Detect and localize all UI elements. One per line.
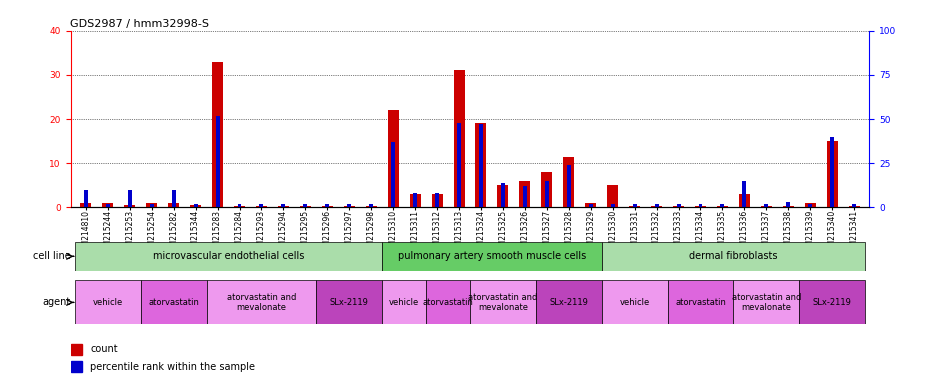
- Bar: [607, 185, 619, 207]
- Text: atorvastatin and
mevalonate: atorvastatin and mevalonate: [227, 293, 296, 312]
- Bar: [588, 204, 593, 207]
- Text: percentile rank within the sample: percentile rank within the sample: [90, 362, 256, 372]
- Bar: [172, 190, 176, 207]
- Bar: [304, 204, 307, 207]
- Bar: [808, 204, 812, 207]
- Bar: [667, 280, 733, 324]
- Text: vehicle: vehicle: [389, 298, 419, 307]
- Bar: [141, 280, 207, 324]
- Bar: [497, 185, 509, 207]
- Text: agent: agent: [42, 297, 70, 308]
- Bar: [387, 110, 399, 207]
- Text: microvascular endothelial cells: microvascular endothelial cells: [153, 251, 305, 262]
- Bar: [128, 190, 132, 207]
- Bar: [190, 205, 201, 207]
- Bar: [81, 203, 91, 207]
- Bar: [147, 203, 157, 207]
- Text: SLx-2119: SLx-2119: [330, 298, 368, 307]
- Bar: [426, 280, 470, 324]
- Bar: [698, 204, 702, 207]
- Text: SLx-2119: SLx-2119: [813, 298, 852, 307]
- Bar: [457, 122, 461, 207]
- Bar: [238, 204, 242, 207]
- Bar: [786, 202, 791, 207]
- Bar: [677, 204, 681, 207]
- Text: SLx-2119: SLx-2119: [549, 298, 588, 307]
- Bar: [739, 194, 750, 207]
- Bar: [654, 204, 659, 207]
- Bar: [853, 204, 856, 207]
- Bar: [410, 194, 420, 207]
- Bar: [563, 157, 574, 207]
- Bar: [207, 280, 317, 324]
- Bar: [317, 280, 383, 324]
- Bar: [347, 204, 352, 207]
- Bar: [70, 361, 82, 372]
- Text: dermal fibroblasts: dermal fibroblasts: [689, 251, 777, 262]
- Bar: [536, 280, 602, 324]
- Bar: [805, 203, 816, 207]
- Bar: [414, 193, 417, 207]
- Bar: [325, 204, 329, 207]
- Text: cell line: cell line: [33, 251, 70, 262]
- Bar: [545, 181, 549, 207]
- Bar: [369, 204, 373, 207]
- Bar: [70, 344, 82, 355]
- Bar: [523, 186, 526, 207]
- Bar: [826, 141, 838, 207]
- Bar: [168, 203, 180, 207]
- Bar: [830, 137, 834, 207]
- Bar: [259, 204, 263, 207]
- Text: vehicle: vehicle: [93, 298, 123, 307]
- Bar: [391, 142, 395, 207]
- Bar: [212, 61, 223, 207]
- Bar: [720, 204, 725, 207]
- Text: vehicle: vehicle: [619, 298, 650, 307]
- Bar: [743, 181, 746, 207]
- Bar: [84, 190, 87, 207]
- Bar: [633, 204, 636, 207]
- Bar: [75, 242, 383, 271]
- Bar: [215, 116, 220, 207]
- Bar: [567, 165, 571, 207]
- Text: atorvastatin and
mevalonate: atorvastatin and mevalonate: [731, 293, 801, 312]
- Bar: [764, 204, 768, 207]
- Text: count: count: [90, 344, 118, 354]
- Text: atorvastatin: atorvastatin: [149, 298, 199, 307]
- Bar: [611, 204, 615, 207]
- Text: atorvastatin: atorvastatin: [675, 298, 726, 307]
- Bar: [281, 204, 286, 207]
- Text: atorvastatin: atorvastatin: [423, 298, 474, 307]
- Bar: [520, 181, 530, 207]
- Bar: [541, 172, 553, 207]
- Bar: [501, 183, 505, 207]
- Bar: [102, 203, 114, 207]
- Bar: [586, 203, 596, 207]
- Bar: [435, 193, 439, 207]
- Bar: [149, 204, 154, 207]
- Bar: [75, 280, 141, 324]
- Bar: [383, 242, 602, 271]
- Bar: [602, 242, 865, 271]
- Bar: [602, 280, 667, 324]
- Text: pulmonary artery smooth muscle cells: pulmonary artery smooth muscle cells: [398, 251, 586, 262]
- Bar: [106, 204, 110, 207]
- Bar: [799, 280, 865, 324]
- Bar: [479, 124, 483, 207]
- Bar: [733, 280, 799, 324]
- Bar: [383, 280, 426, 324]
- Bar: [470, 280, 536, 324]
- Bar: [476, 123, 487, 207]
- Bar: [431, 194, 443, 207]
- Bar: [194, 204, 197, 207]
- Bar: [453, 70, 464, 207]
- Text: atorvastatin and
mevalonate: atorvastatin and mevalonate: [468, 293, 538, 312]
- Text: GDS2987 / hmm32998-S: GDS2987 / hmm32998-S: [70, 18, 210, 28]
- Bar: [124, 205, 135, 207]
